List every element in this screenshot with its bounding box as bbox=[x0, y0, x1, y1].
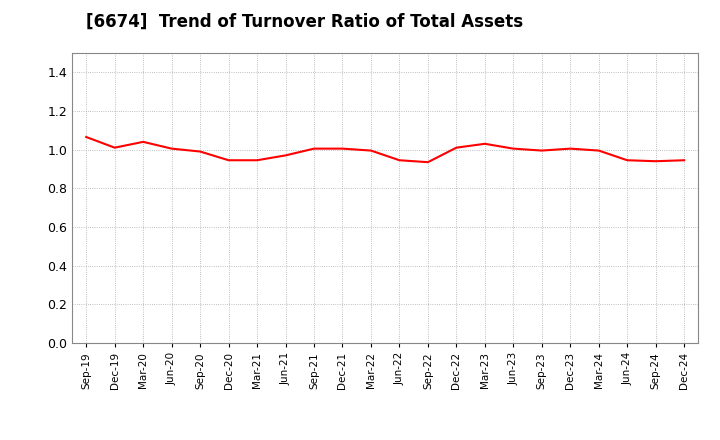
Text: [6674]  Trend of Turnover Ratio of Total Assets: [6674] Trend of Turnover Ratio of Total … bbox=[86, 13, 523, 31]
